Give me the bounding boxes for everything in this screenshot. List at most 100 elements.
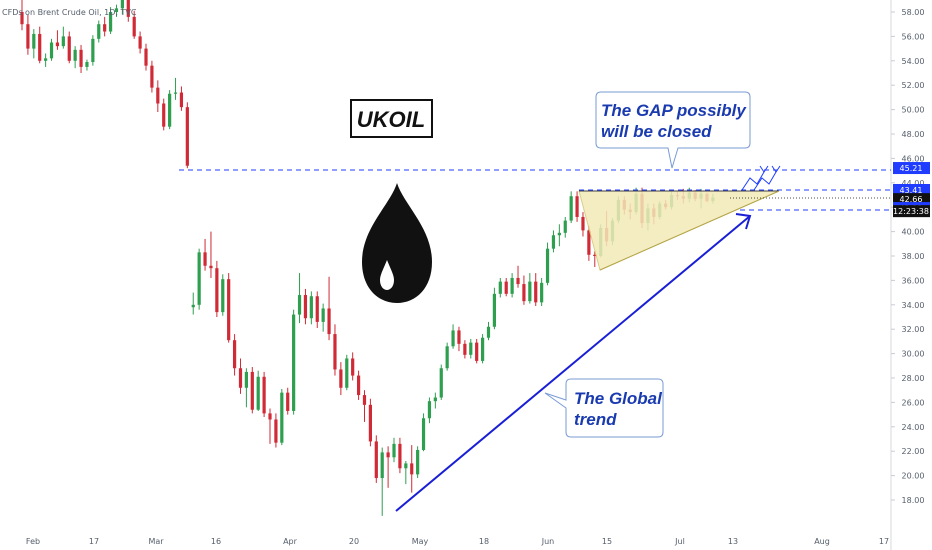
candle [534, 273, 538, 307]
svg-text:42.66: 42.66 [900, 195, 923, 204]
candle [351, 352, 355, 381]
price-tick-label: 50.00 [902, 106, 925, 115]
price-tick-label: 18.00 [902, 496, 925, 505]
svg-text:12:23:38: 12:23:38 [893, 207, 929, 216]
time-tick-label: 17 [879, 537, 889, 546]
candle [209, 231, 213, 278]
candle [510, 273, 514, 298]
trend-callout: The Global trend [544, 378, 664, 438]
time-tick-label: May [412, 537, 429, 546]
candle [250, 367, 254, 414]
candle [197, 248, 201, 310]
candle [108, 7, 113, 34]
candle [292, 309, 296, 415]
price-tick-label: 20.00 [902, 472, 925, 481]
price-tick-label: 38.00 [902, 252, 925, 261]
triangle-pattern [578, 190, 780, 271]
candle [486, 321, 491, 341]
candle [103, 16, 107, 37]
time-axis[interactable]: Feb 17 Mar 16 Apr 20 May 18 Jun 15 Jul 13 Aug 17 [26, 537, 889, 546]
candle [345, 354, 349, 391]
candle [244, 368, 248, 408]
candle [575, 191, 579, 222]
price-tick-label: 26.00 [902, 398, 925, 407]
price-tag: 45.21 [893, 162, 930, 175]
candle [545, 242, 550, 286]
candle [581, 212, 585, 237]
candle [380, 447, 384, 516]
candle [333, 324, 337, 376]
price-tick-label: 56.00 [902, 32, 925, 41]
candle [362, 390, 367, 422]
candle [451, 324, 455, 349]
candle [262, 371, 266, 418]
gap-callout: The GAP possibly will be closed [595, 91, 751, 169]
candle [286, 387, 290, 415]
time-tick-label: Jul [674, 537, 685, 546]
candle [480, 334, 485, 364]
price-tick-label: 22.00 [902, 447, 925, 456]
candle [221, 274, 225, 316]
time-tick-label: 20 [349, 537, 359, 546]
candle [469, 338, 473, 359]
candle [528, 273, 532, 304]
time-tick-label: Feb [26, 537, 40, 546]
price-tick-label: 28.00 [902, 374, 925, 383]
candle [368, 398, 372, 447]
trend-callout-line-2: trend [574, 410, 617, 429]
candle [38, 26, 42, 64]
candle [563, 216, 567, 238]
candle [404, 460, 408, 485]
candle [463, 340, 467, 359]
price-tick-label: 30.00 [902, 350, 925, 359]
price-tick-label: 52.00 [902, 81, 925, 90]
candle [475, 338, 479, 364]
candle [439, 364, 443, 400]
candle [593, 251, 597, 267]
candle [374, 435, 378, 483]
candle [132, 10, 136, 39]
candle [26, 14, 30, 55]
price-tick-label: 34.00 [902, 301, 925, 310]
time-tick-label: 13 [728, 537, 738, 546]
time-tick-label: Jun [541, 537, 555, 546]
candle [168, 90, 172, 130]
candle [91, 35, 95, 66]
price-tick-label: 40.00 [902, 228, 925, 237]
candle [498, 277, 502, 298]
title-box [350, 99, 433, 138]
candle [386, 446, 390, 488]
candle [410, 445, 414, 493]
price-tick-label: 32.00 [902, 325, 925, 334]
candle [268, 408, 272, 444]
trend-callout-line-1: The Global [574, 389, 663, 408]
candle [144, 43, 148, 71]
candle [227, 273, 231, 343]
candle [114, 4, 119, 17]
candle [557, 224, 561, 247]
oil-drop-icon [362, 183, 432, 303]
candle [551, 230, 556, 253]
candle [309, 291, 313, 325]
candle [433, 392, 437, 409]
candle [232, 334, 237, 376]
candle [457, 326, 461, 352]
price-axis[interactable]: 18.00 20.00 22.00 24.00 26.00 28.00 30.00 32.00… [891, 8, 924, 505]
time-tick-label: Aug [814, 537, 830, 546]
candle [398, 437, 402, 474]
gap-callout-line-1: The GAP possibly [601, 101, 747, 120]
candle [280, 388, 284, 446]
candle [44, 53, 48, 67]
candle [173, 77, 178, 100]
candle [315, 291, 319, 328]
candle [156, 80, 160, 113]
candle [49, 38, 54, 61]
candle [55, 30, 60, 50]
trend-arrowhead [735, 213, 752, 230]
price-tick-label: 46.00 [902, 154, 925, 163]
candle [61, 26, 65, 49]
candle [587, 225, 591, 261]
candle [97, 20, 101, 43]
